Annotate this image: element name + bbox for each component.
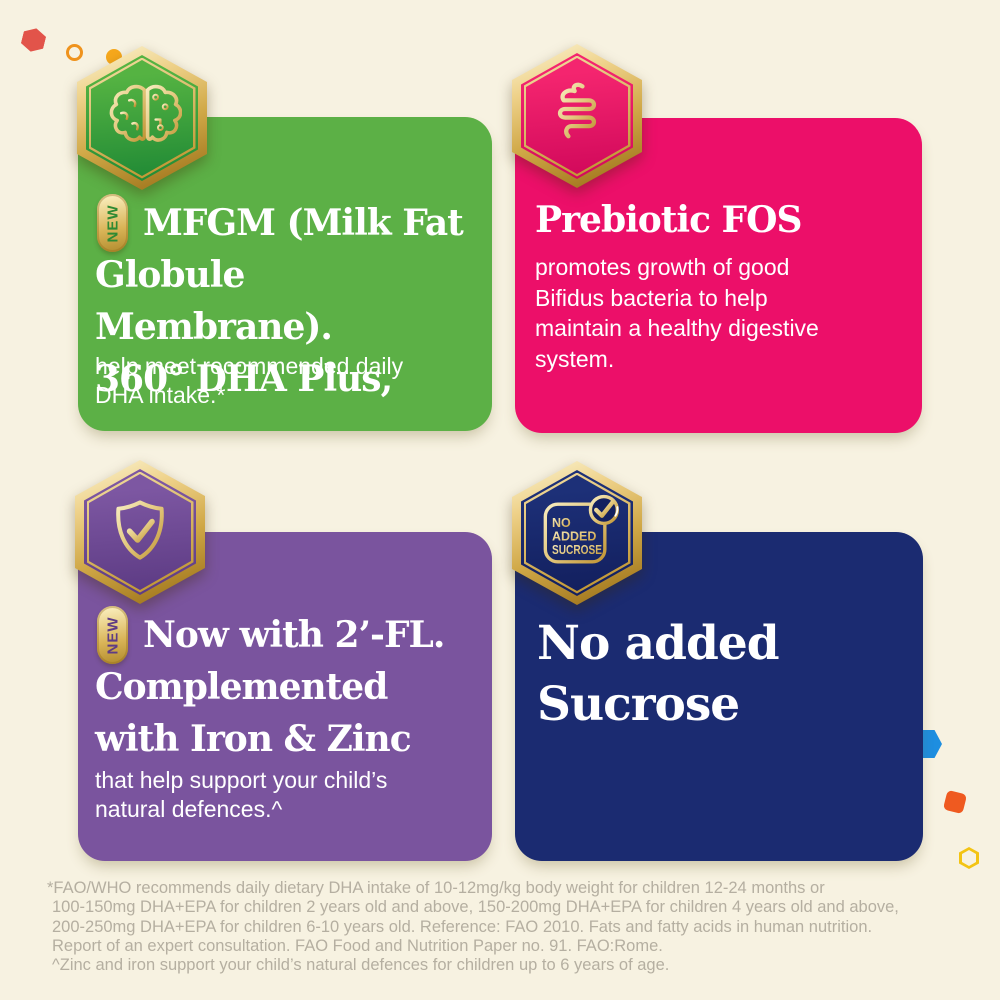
footer-line: 100-150mg DHA+EPA for children 2 years o… (52, 898, 899, 917)
footer-line: 200-250mg DHA+EPA for children 6-10 year… (52, 917, 873, 936)
deco-orange-ring (66, 44, 83, 61)
deco-yellow-hexagon-outline (959, 847, 979, 869)
new-badge-label: NEW (104, 616, 121, 654)
shield-check-icon (116, 500, 164, 560)
body-line: that help support your child’s (95, 767, 388, 793)
no-added-sucrose-seal-icon: NO ADDED SUCROSE (543, 494, 619, 564)
headline-line: Prebiotic FOS (535, 199, 802, 241)
headline-line: No added (537, 616, 780, 671)
mfgm-body: help meet recommended daily DHA intake.* (95, 352, 403, 410)
headline-line: Now with 2’-FL. (143, 614, 445, 656)
footer-line: Report of an expert consultation. FAO Fo… (52, 936, 663, 955)
no-sucrose-badge: NO ADDED SUCROSE (512, 461, 642, 605)
headline-line: Sucrose (537, 677, 740, 732)
gut-badge (512, 44, 642, 188)
shield-badge (75, 460, 205, 604)
deco-red-hexagon (19, 26, 47, 55)
body-line: Bifidus bacteria to help (535, 284, 768, 311)
sucrose-headline: No added Sucrose (537, 613, 917, 735)
prebiotic-headline: Prebiotic FOS (535, 194, 915, 246)
brain-badge (77, 46, 207, 190)
footer-line: ^Zinc and iron support your child’s natu… (52, 956, 670, 975)
mfgm-headline: MFGM (Milk Fat Globule Membrane). 360° D… (95, 197, 491, 405)
new-badge-label: NEW (104, 204, 121, 242)
body-line: promotes growth of good (535, 254, 790, 280)
intestine-icon (557, 82, 597, 139)
headline-line: Globule Membrane). (95, 254, 333, 348)
seal-text-sucrose: SUCROSE (552, 543, 602, 557)
headline-line: MFGM (Milk Fat (143, 202, 464, 244)
headline-line: with Iron & Zinc (95, 718, 412, 760)
brain-circuit-icon (109, 84, 182, 142)
headline-line: Complemented (95, 666, 388, 708)
body-line: DHA intake.* (95, 382, 226, 408)
deco-orange-square (942, 789, 968, 815)
seal-text-no: NO (552, 516, 571, 530)
body-line: system. (535, 345, 615, 372)
body-line: maintain a healthy digestive (535, 315, 819, 341)
body-line: help meet recommended daily (95, 353, 404, 379)
new-badge-purple: NEW (97, 606, 128, 664)
new-badge-green: NEW (97, 194, 128, 252)
body-line: natural defences.^ (95, 796, 283, 822)
headline-line: 360° DHA Plus, (95, 358, 393, 400)
footer-line: *FAO/WHO recommends daily dietary DHA in… (47, 879, 825, 897)
seal-text-added: ADDED (552, 530, 596, 544)
footer-disclaimer: *FAO/WHO recommends daily dietary DHA in… (47, 879, 899, 975)
twofl-body: that help support your child’s natural d… (95, 766, 387, 824)
prebiotic-body: promotes growth of good Bifidus bacteria… (535, 252, 819, 374)
twofl-headline: Now with 2’-FL. Complemented with Iron &… (95, 609, 491, 765)
